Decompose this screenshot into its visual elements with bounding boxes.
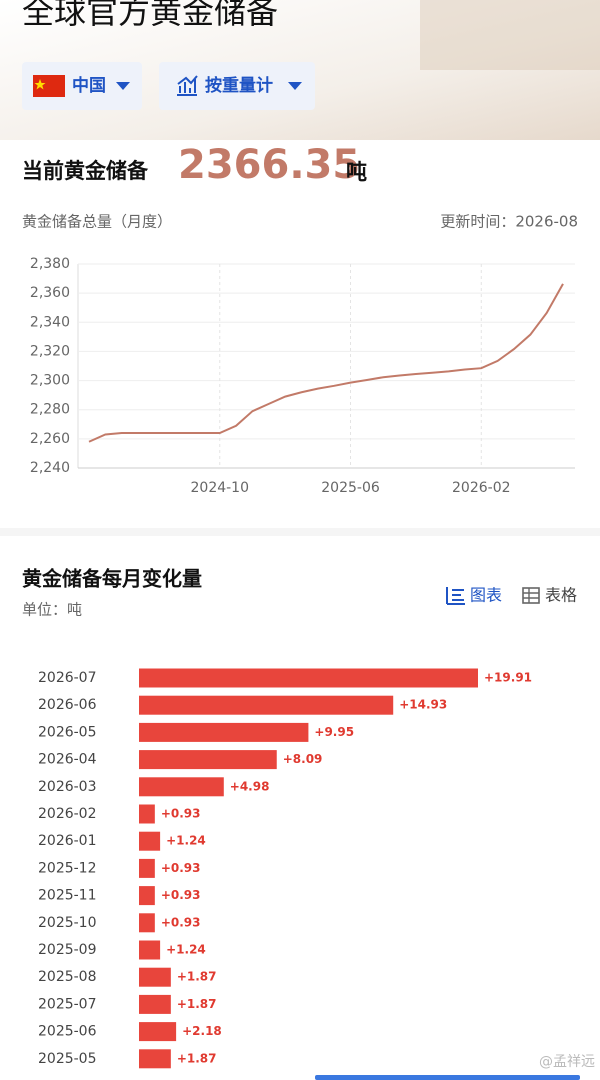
flag [33,75,65,97]
tab-icon-lines [523,588,539,603]
bar [139,913,155,933]
value-label: +0.93 [161,861,201,875]
value-label: +9.95 [314,725,354,739]
bar [139,1022,177,1042]
value-label: +1.24 [166,834,206,848]
y-tick-label: 2,260 [30,431,70,447]
bar-chart-subtitle: 单位：吨 [22,601,82,619]
value-label: +4.98 [230,779,270,793]
value-label: +2.18 [182,1024,222,1038]
bar [139,831,161,851]
gold-image [420,0,600,70]
category-label: 2025-08 [38,969,97,985]
value-label: +1.87 [177,970,217,984]
y-tick-label: 2,320 [30,343,70,359]
bar [139,886,155,906]
line-chart: 2,240 2,260 2,280 2,300 2,320 2,340 2,360 2,380… [30,256,575,496]
chart-icon [177,75,198,96]
bar-chart: 2026-07 +19.91 2026-06 +14.93 2026-05 +9.95 20… [38,668,532,1069]
category-label: 2026-03 [38,779,97,795]
x-tick-label: 2024-10 [191,480,250,496]
value-label: +8.09 [283,752,323,766]
scroll-indicator [315,1075,580,1080]
page-title: 全球官方黄金储备 [22,0,278,31]
divider [0,528,600,536]
bar [139,695,394,715]
region-button[interactable]: 中国 [22,62,142,110]
update-time: 更新时间：2026-08 [440,213,578,231]
chart-tab[interactable]: 图表 [446,586,502,605]
category-label: 2026-01 [38,833,97,849]
y-tick-label: 2,380 [30,256,70,272]
category-label: 2025-06 [38,1024,97,1040]
value-label: +19.91 [484,671,532,685]
category-label: 2025-12 [38,860,97,876]
y-tick-label: 2,280 [30,402,70,418]
bar [139,804,155,824]
bar [139,994,171,1014]
tab-icon [446,587,465,605]
category-label: 2026-02 [38,806,97,822]
bar [139,940,161,960]
button-bg [159,62,315,110]
bar [139,777,224,797]
x-tick-label: 2025-06 [321,480,380,496]
value-label: +1.24 [166,943,206,957]
bar [139,1049,171,1069]
value-label: +1.87 [177,1051,217,1065]
category-label: 2026-07 [38,670,97,686]
line-chart-title: 黄金储备总量（月度） [22,213,172,231]
dropdown-arrow [288,82,302,90]
category-label: 2025-10 [38,915,97,931]
category-label: 2026-05 [38,724,97,740]
bar [139,967,171,987]
table-tab[interactable]: 表格 [522,586,577,605]
category-label: 2025-05 [38,1051,97,1067]
bar [139,668,478,688]
y-tick-label: 2,240 [30,460,70,476]
x-tick-label: 2026-02 [452,480,511,496]
value-label: +0.93 [161,888,201,902]
mode-label: 按重量计 [205,75,273,96]
value-label: +0.93 [161,915,201,929]
summary-unit: 吨 [346,160,367,184]
data-line [88,283,564,443]
bar-chart-title: 黄金储备每月变化量 [22,567,202,591]
y-tick-label: 2,340 [30,314,70,330]
tab-label: 图表 [470,586,502,605]
category-label: 2025-11 [38,888,97,904]
value-label: +14.93 [399,698,447,712]
value-label: +1.87 [177,997,217,1011]
summary-label: 当前黄金储备 [22,159,149,183]
y-tick-label: 2,300 [30,373,70,389]
value-label: +0.93 [161,807,201,821]
dropdown-arrow [116,82,130,90]
category-label: 2025-09 [38,942,97,958]
category-label: 2025-07 [38,996,97,1012]
mode-button[interactable]: 按重量计 [159,62,315,110]
bar [139,750,277,770]
button-bg [22,62,142,110]
tab-label: 表格 [545,586,577,605]
summary-value: 2366.35 [178,142,360,188]
y-tick-label: 2,360 [30,285,70,301]
tab-icon [522,587,540,604]
bar [139,858,155,878]
region-label: 中国 [72,75,106,96]
category-label: 2026-04 [38,752,97,768]
flag-star [34,79,46,90]
category-label: 2026-06 [38,697,97,713]
bar [139,722,309,742]
watermark: @孟祥远 [539,1054,595,1070]
